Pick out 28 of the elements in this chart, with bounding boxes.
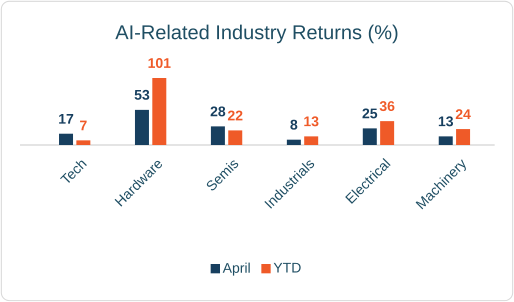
data-label: 7 [80, 120, 87, 130]
bar [134, 110, 149, 145]
bar [362, 128, 377, 145]
data-label: 101 [148, 58, 171, 68]
data-label: 53 [134, 90, 150, 100]
data-label: 17 [59, 114, 74, 124]
bar [286, 140, 301, 145]
data-label: 24 [456, 109, 471, 120]
chart-title: AI-Related Industry Returns (%) [115, 24, 398, 44]
data-label: 25 [362, 108, 378, 118]
bar [210, 126, 225, 145]
x-tick-label: Tech [60, 160, 87, 183]
data-label: 8 [290, 120, 298, 130]
bar [438, 136, 453, 145]
data-label: 13 [304, 116, 318, 126]
data-label: 28 [210, 106, 226, 116]
bar [456, 129, 470, 145]
data-label: 36 [380, 101, 394, 112]
legend-label: YTD [274, 262, 301, 272]
data-label: 13 [438, 116, 454, 126]
bar [59, 134, 74, 145]
bar [228, 130, 242, 145]
bar [304, 136, 318, 145]
data-label: 22 [228, 110, 242, 120]
bar [380, 121, 394, 145]
bar [152, 78, 166, 145]
legend-label: April [222, 262, 250, 276]
bar [76, 140, 90, 145]
